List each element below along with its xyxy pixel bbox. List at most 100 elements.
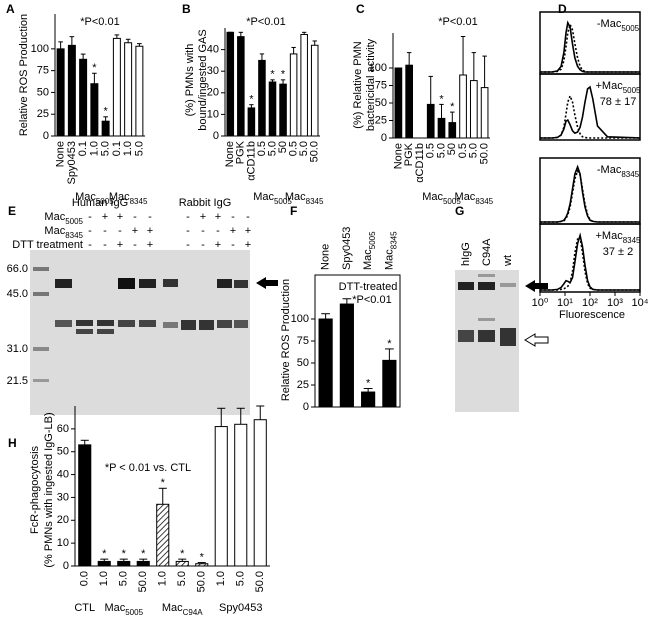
treatment-sign: - xyxy=(246,211,250,223)
bar xyxy=(226,31,235,137)
category-label: None xyxy=(55,141,67,167)
group-label-sub: 5005 xyxy=(274,197,292,206)
error-bar xyxy=(178,558,187,562)
error-bar xyxy=(69,36,75,46)
y-axis-label: Relative ROS Production xyxy=(18,14,30,136)
category-label: 1.0 xyxy=(157,571,169,586)
bar xyxy=(394,67,403,139)
histogram-label: +Mac8345 xyxy=(595,230,641,245)
group-label-sub: 8345 xyxy=(306,197,324,206)
treatment-sign: - xyxy=(103,239,107,251)
marker-label: 45.0 xyxy=(7,288,28,300)
y-tick-label: 0 xyxy=(43,130,49,142)
panel-letter: F xyxy=(290,204,297,218)
y-tick-label: 20 xyxy=(57,514,69,526)
error-bar xyxy=(92,72,97,84)
category-label: 0.5 xyxy=(425,143,437,158)
y-axis-label: FcR-phagocytosis xyxy=(29,445,41,534)
treatment-sign: + xyxy=(147,239,153,251)
group-label-main: CTL xyxy=(74,602,95,614)
y-tick-label: 100 xyxy=(31,43,49,55)
annotation: DTT-treated xyxy=(339,281,398,293)
category-label: 50.0 xyxy=(196,571,208,592)
treatment-sign: - xyxy=(133,239,137,251)
group-label: Mac5005 xyxy=(253,191,292,206)
annotation: *P<0.01 xyxy=(352,294,391,306)
histogram-label: -Mac5005 xyxy=(597,18,640,33)
bar xyxy=(135,45,144,137)
bar xyxy=(300,33,308,137)
category-label: Mac5005 xyxy=(362,231,377,270)
y-tick-label: 25 xyxy=(297,379,309,391)
marker-label: 21.5 xyxy=(7,375,28,387)
category-label: 1.0 xyxy=(98,571,110,586)
category-label-sub: 8345 xyxy=(389,231,398,249)
category-label: αCD11b xyxy=(414,143,426,183)
category-label: 5.0 xyxy=(235,571,247,586)
y-tick-label: 50 xyxy=(37,86,49,98)
histogram-label-main: +Mac xyxy=(595,80,623,92)
treatment-sign: - xyxy=(201,225,205,237)
treatment-sign: - xyxy=(186,239,190,251)
y-tick-label: 40 xyxy=(207,44,219,56)
group-label-sub: 8345 xyxy=(475,197,493,206)
x-tick-label: 10³ xyxy=(607,297,623,309)
group-label-sub: 5005 xyxy=(96,197,114,206)
panel-letter: H xyxy=(8,436,17,450)
bar xyxy=(136,560,150,567)
error-bar xyxy=(280,79,286,85)
treatment-sign: - xyxy=(118,225,122,237)
histogram-line xyxy=(540,85,641,139)
group-label-sub: C94A xyxy=(183,608,204,617)
treatment-sign: + xyxy=(117,239,123,251)
category-label: PGK xyxy=(235,140,247,164)
bar xyxy=(156,503,170,567)
category-label: 5.0 xyxy=(266,141,278,156)
bar xyxy=(101,120,110,137)
y-tick-label: 50 xyxy=(375,97,387,109)
treatment-sign: + xyxy=(132,225,138,237)
histogram-line xyxy=(540,93,640,139)
group-label-main: Mac xyxy=(109,191,130,203)
bar xyxy=(234,423,248,567)
bar xyxy=(279,83,287,137)
error-bar xyxy=(291,46,296,54)
category-label: αCD11b xyxy=(245,141,257,181)
treatment-sign: + xyxy=(117,211,123,223)
lane-label: wt xyxy=(502,255,514,267)
annotation: *P<0.01 xyxy=(246,16,285,28)
bar xyxy=(469,80,478,139)
treatment-sign: - xyxy=(231,239,235,251)
error-bar xyxy=(80,53,86,60)
group-label: Mac8345 xyxy=(109,191,148,206)
treatment-sign: - xyxy=(133,211,137,223)
bar xyxy=(237,36,245,137)
category-label: 0.1 xyxy=(77,141,89,156)
category-label: 1.0 xyxy=(215,571,227,586)
category-label: 50.0 xyxy=(137,571,149,592)
bar xyxy=(56,48,65,137)
gel-image-g xyxy=(455,270,549,412)
category-label: 50.0 xyxy=(254,571,266,592)
group-label: Mac5005 xyxy=(422,191,461,206)
group-label: Spy0453 xyxy=(219,602,262,614)
error-bar xyxy=(321,313,331,319)
treatment-sign: - xyxy=(216,225,220,237)
error-bar xyxy=(158,487,167,505)
histogram-line xyxy=(540,21,640,73)
lane-label: hIgG xyxy=(460,242,472,266)
group-label-main: Mac xyxy=(422,191,443,203)
bar xyxy=(318,318,333,408)
group-label-main: Mac xyxy=(75,191,96,203)
error-bar xyxy=(342,298,352,305)
category-label: 0.5 xyxy=(288,141,300,156)
error-bar xyxy=(482,55,487,88)
treatment-sign: + xyxy=(215,211,221,223)
category-label-sub: 5005 xyxy=(368,231,377,249)
significance-star: * xyxy=(161,477,166,489)
bar xyxy=(90,83,99,137)
error-bar xyxy=(80,439,89,445)
gel-image-e xyxy=(30,250,278,415)
annotation: *P<0.01 xyxy=(80,16,119,28)
